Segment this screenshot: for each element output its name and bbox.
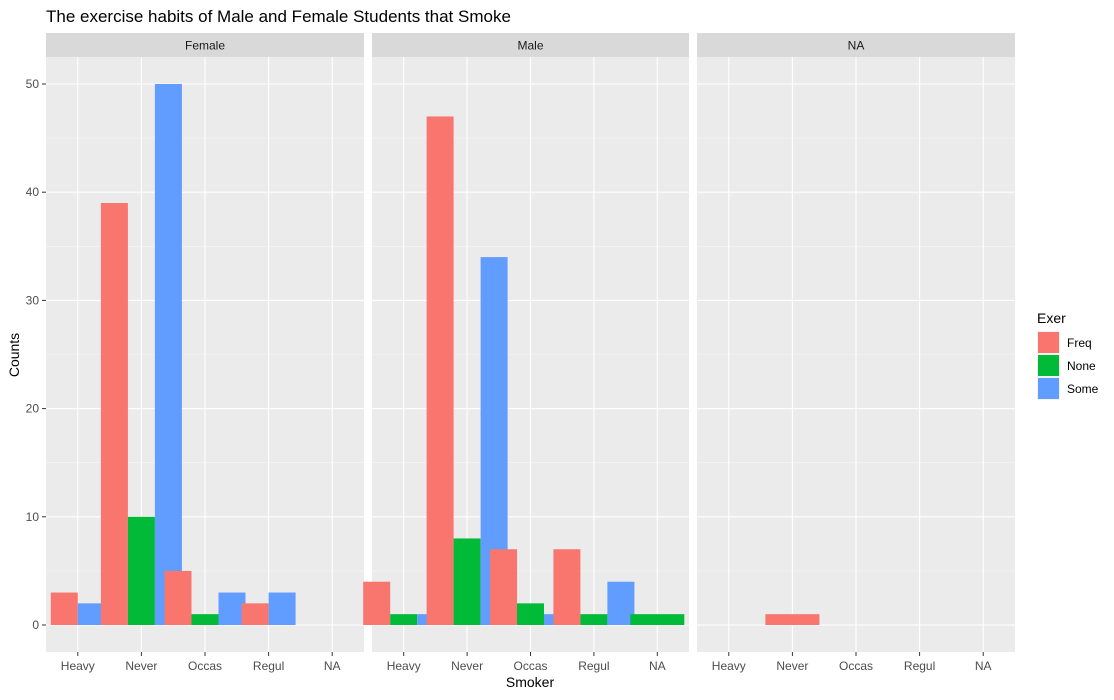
- legend-key-freq: [1038, 332, 1059, 353]
- facet-strip: [372, 33, 689, 57]
- x-tick-label: Regul: [904, 659, 935, 673]
- x-tick-label: Occas: [188, 659, 222, 673]
- x-tick-label: Never: [125, 659, 157, 673]
- bar-na-never-freq: [765, 614, 820, 625]
- x-tick-label: Regul: [578, 659, 609, 673]
- facet-strip: [46, 33, 364, 57]
- x-tick-label: Heavy: [387, 659, 421, 673]
- y-tick-label: 10: [26, 510, 40, 524]
- y-axis-label: Counts: [6, 333, 22, 377]
- y-tick-label: 40: [26, 185, 40, 199]
- facet-panel-female: Female Heavy Never Occas Regul NA: [46, 33, 364, 673]
- y-tick-label: 20: [26, 402, 40, 416]
- bar-female-heavy-some: [77, 603, 105, 625]
- x-tick-label: Heavy: [712, 659, 746, 673]
- legend-label-some: Some: [1067, 382, 1099, 396]
- facet-strip-label: NA: [848, 39, 865, 53]
- legend-title: Exer: [1037, 310, 1066, 326]
- x-tick-label: Occas: [513, 659, 547, 673]
- legend-key-some: [1038, 378, 1059, 399]
- legend-key-none: [1038, 355, 1059, 376]
- legend-label-freq: Freq: [1067, 336, 1092, 350]
- bar-female-never-none: [127, 516, 155, 625]
- facet-panel-male: Male Heavy Never Occas Regul NA: [363, 33, 689, 673]
- bar-female-heavy-freq: [50, 592, 78, 625]
- y-tick-label: 0: [32, 618, 39, 632]
- bar-male-na-none: [630, 614, 685, 625]
- bar-male-never-freq: [426, 116, 454, 626]
- facet-strip: [697, 33, 1015, 57]
- bar-female-occas-freq: [164, 570, 192, 625]
- bar-female-occas-some: [218, 592, 246, 625]
- facet-strip-label: Female: [185, 39, 225, 53]
- bar-male-regul-freq: [553, 549, 581, 625]
- y-tick-label: 30: [26, 293, 40, 307]
- x-tick-label: Never: [776, 659, 808, 673]
- x-tick-label: NA: [975, 659, 992, 673]
- x-tick-label: Heavy: [61, 659, 95, 673]
- x-tick-label: Regul: [253, 659, 284, 673]
- y-axis: 0 10 20 30 40 50: [26, 77, 46, 632]
- bar-female-regul-some: [268, 592, 296, 625]
- bar-male-heavy-none: [390, 614, 418, 625]
- bar-male-occas-none: [517, 603, 544, 625]
- x-axis-label: Smoker: [506, 674, 555, 690]
- bar-female-regul-freq: [241, 603, 269, 625]
- facet-panel-na: NA Heavy Never Occas Regul NA: [697, 33, 1015, 673]
- x-tick-label: Occas: [839, 659, 873, 673]
- facet-strip-label: Male: [517, 39, 543, 53]
- bar-female-occas-none: [191, 614, 219, 625]
- bar-female-never-freq: [100, 203, 128, 625]
- chart-title: The exercise habits of Male and Female S…: [46, 7, 511, 26]
- bar-male-heavy-freq: [363, 581, 391, 625]
- x-tick-label: NA: [324, 659, 341, 673]
- bar-female-never-some: [154, 84, 182, 625]
- facet-panels: Female Heavy Never Occas Regul NA Male Heavy Nev…: [46, 33, 1015, 673]
- bar-male-regul-some: [607, 581, 635, 625]
- x-tick-label: Never: [451, 659, 483, 673]
- bar-male-never-none: [453, 538, 481, 625]
- y-tick-label: 50: [26, 77, 40, 91]
- legend: Exer Freq None Some: [1037, 310, 1099, 400]
- bar-male-regul-none: [580, 614, 608, 625]
- bar-male-occas-freq: [490, 549, 517, 625]
- legend-label-none: None: [1067, 359, 1096, 373]
- x-tick-label: NA: [649, 659, 666, 673]
